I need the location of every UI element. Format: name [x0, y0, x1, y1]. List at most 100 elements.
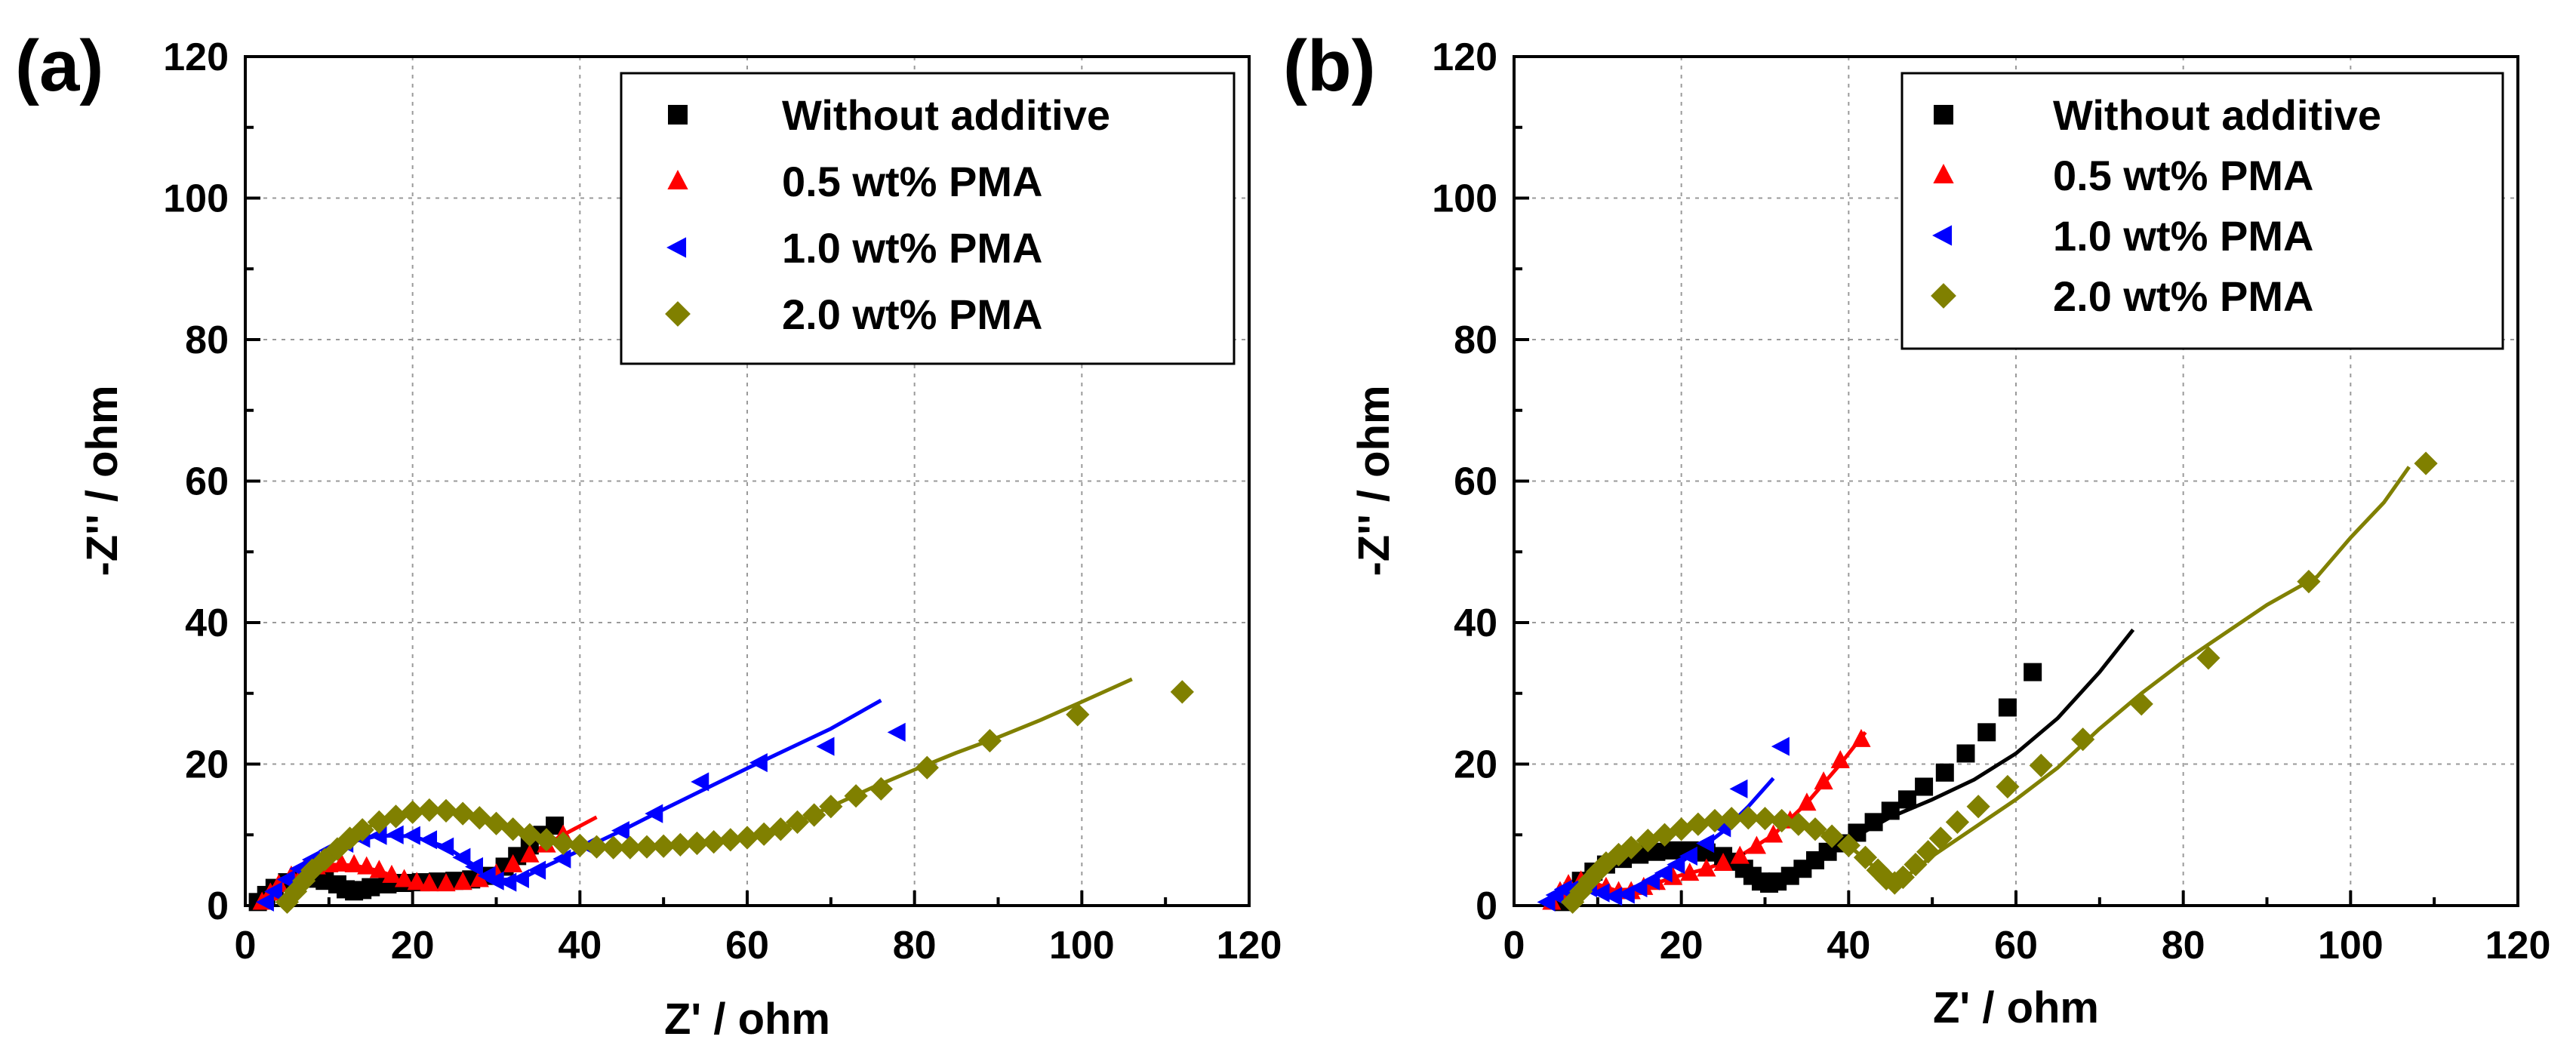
panel-a-legend-label-1-0-wt-pma: 1.0 wt% PMA [782, 224, 1042, 272]
panel-b-point-without-additive [1881, 801, 1900, 820]
panel-a-legend-marker-2-0-wt-pma [665, 301, 691, 327]
panel-a-x-axis-label: Z' / ohm [664, 995, 830, 1044]
panel-b-y-tick-label: 80 [1454, 318, 1497, 362]
panel-a-point-2-0-wt-pma [434, 798, 458, 823]
panel-a-fit-line-2-0-wt-pma [285, 677, 1133, 904]
panel-b-point-2-0-wt-pma [1874, 866, 1898, 890]
panel-a-point-2-0-wt-pma [602, 835, 626, 860]
panel-b-x-tick-label: 40 [1827, 924, 1870, 967]
panel-a-x-tick-label: 80 [893, 924, 937, 967]
panel-a-point-2-0-wt-pma [568, 833, 592, 857]
panel-b-point-1-0-wt-pma [1696, 833, 1715, 854]
panel-a-y-axis-label: -Z'' / ohm [78, 385, 127, 576]
panel-b-point-1-0-wt-pma [1729, 779, 1748, 798]
panel-b-fit-line-2-0-wt-pma [1571, 466, 2411, 904]
panel-b-legend-label-1-0-wt-pma: 1.0 wt% PMA [2053, 212, 2313, 260]
panel-b-y-tick-label: 100 [1432, 177, 1497, 221]
panel-a-x-tick-label: 60 [725, 924, 769, 967]
panel-b-legend-marker-without-additive [1934, 105, 1953, 125]
panel-b-point-without-additive [1663, 841, 1682, 860]
panel-b-point-2-0-wt-pma [1753, 807, 1777, 831]
panel-a-y-tick-label: 120 [163, 35, 229, 79]
panel-a-point-1-0-wt-pma [611, 821, 629, 841]
panel-a-y-tick-label: 0 [207, 884, 229, 928]
panel-b-point-2-0-wt-pma [1619, 835, 1643, 860]
panel-a-point-0-5-wt-pma [344, 854, 364, 872]
panel-b: (b) 0 20 40 60 80 100 120 0 20 40 60 80 100 120 Z' / … [1283, 26, 2550, 1032]
panel-b-point-0-5-wt-pma [1814, 771, 1833, 790]
panel-a-legend-box [620, 72, 1236, 365]
panel-a-point-2-0-wt-pma [584, 835, 609, 859]
panel-a-point-0-5-wt-pma [382, 864, 402, 883]
panel-b-point-0-5-wt-pma [1663, 866, 1683, 885]
panel-b-point-2-0-wt-pma [1891, 865, 1915, 890]
panel-b-y-tick-label: 0 [1476, 884, 1497, 928]
panel-b-legend-label-2-0-wt-pma: 2.0 wt% PMA [2053, 272, 2313, 320]
panel-b-point-2-0-wt-pma [1916, 840, 1940, 864]
panel-a-point-2-0-wt-pma [312, 847, 337, 872]
panel-b-point-0-5-wt-pma [1730, 845, 1750, 864]
panel-a-y-tick-label: 80 [185, 318, 229, 362]
panel-a-point-0-5-wt-pma [453, 872, 472, 890]
panel-b-point-2-0-wt-pma [1770, 808, 1794, 833]
panel-a-point-2-0-wt-pma [685, 831, 709, 856]
panel-b-point-2-0-wt-pma [1928, 826, 1953, 850]
panel-b-point-2-0-wt-pma [1866, 858, 1890, 882]
panel-a-y-tick-label: 60 [185, 460, 229, 504]
panel-a-x-tick-label: 40 [558, 924, 602, 967]
panel-a: (a) 0 20 40 60 80 100 120 0 20 40 60 80 100 120 Z' / … [15, 26, 1282, 1044]
panel-a-point-1-0-wt-pma [385, 825, 404, 844]
panel-a-point-2-0-wt-pma [785, 810, 810, 834]
panel-a-y-tick-label: 20 [185, 743, 229, 787]
panel-a-point-2-0-wt-pma [300, 858, 325, 882]
panel-b-legend: Without additive 0.5 wt% PMA 1.0 wt% PMA 2.… [1900, 72, 2504, 350]
panel-a-point-0-5-wt-pma [420, 873, 439, 892]
panel-b-point-2-0-wt-pma [2297, 570, 2321, 594]
panel-b-point-0-5-wt-pma [1851, 728, 1871, 747]
panel-a-point-1-0-wt-pma [368, 826, 387, 845]
panel-a-legend-marker-0-5-wt-pma [667, 170, 688, 190]
panel-b-point-1-0-wt-pma [1679, 846, 1697, 866]
panel-b-point-2-0-wt-pma [2129, 692, 2153, 716]
panel-b-point-2-0-wt-pma [1560, 890, 1585, 914]
panel-a-point-2-0-wt-pma [915, 755, 939, 780]
panel-a-point-2-0-wt-pma [618, 835, 642, 860]
panel-a-point-2-0-wt-pma [1066, 703, 1090, 727]
panel-a-point-0-5-wt-pma [394, 869, 414, 887]
panel-b-point-2-0-wt-pma [2196, 646, 2221, 670]
panel-a-point-2-0-wt-pma [283, 879, 308, 903]
panel-a-x-tick-label: 120 [1217, 924, 1282, 967]
panel-a-point-2-0-wt-pma [275, 890, 300, 914]
panel-b-point-1-0-wt-pma [1604, 887, 1623, 906]
panel-a-point-1-0-wt-pma [419, 830, 438, 850]
panel-a-legend-label-2-0-wt-pma: 2.0 wt% PMA [782, 291, 1042, 338]
panel-b-legend-marker-2-0-wt-pma [1931, 283, 1956, 309]
panel-a-point-1-0-wt-pma [255, 892, 274, 912]
panel-b-point-2-0-wt-pma [1820, 824, 1844, 848]
panel-b-point-1-0-wt-pma [1771, 737, 1790, 756]
panel-b-x-tick-label: 0 [1503, 924, 1525, 967]
panel-a-legend-label-without-additive: Without additive [782, 91, 1110, 139]
panel-a-point-0-5-wt-pma [407, 872, 426, 890]
panel-a-point-1-0-wt-pma [263, 881, 282, 901]
panel-b-x-tick-label: 60 [1994, 924, 2038, 967]
panel-a-point-1-0-wt-pma [645, 804, 663, 823]
panel-b-label: (b) [1283, 26, 1376, 106]
panel-b-y-tick-label: 60 [1454, 460, 1497, 504]
panel-b-point-1-0-wt-pma [1616, 884, 1635, 904]
panel-b-legend-label-without-additive: Without additive [2053, 91, 2381, 139]
panel-b-legend-marker-0-5-wt-pma [1933, 164, 1954, 184]
panel-b-point-1-0-wt-pma [1654, 863, 1673, 883]
panel-a-point-1-0-wt-pma [691, 772, 709, 792]
panel-b-point-1-0-wt-pma [1667, 855, 1685, 875]
panel-a-y-tick-label: 40 [185, 601, 229, 645]
panel-b-point-2-0-wt-pma [1945, 810, 1970, 834]
panel-a-point-2-0-wt-pma [401, 800, 425, 824]
panel-a-point-1-0-wt-pma [528, 860, 546, 880]
panel-b-y-tick-label: 40 [1454, 601, 1497, 645]
panel-b-point-2-0-wt-pma [1904, 853, 1928, 877]
panel-b-point-2-0-wt-pma [1670, 817, 1694, 841]
panel-a-legend-label-0-5-wt-pma: 0.5 wt% PMA [782, 158, 1042, 205]
panel-b-point-1-0-wt-pma [1553, 879, 1572, 900]
panel-b-point-0-5-wt-pma [1747, 835, 1767, 854]
